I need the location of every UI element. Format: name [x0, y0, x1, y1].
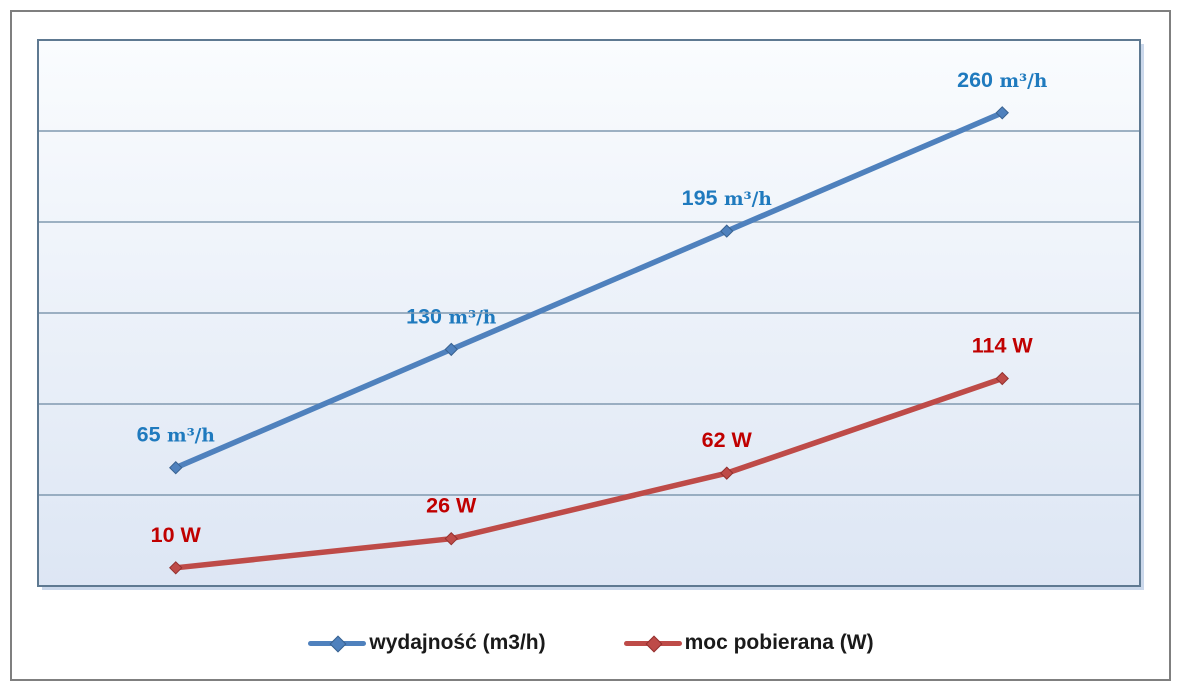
- svg-text:26 W: 26 W: [426, 494, 477, 518]
- legend-line-diamond-marker-icon: [308, 631, 367, 655]
- chart-legend: wydajność (m3/h) moc pobierana (W): [0, 621, 1182, 665]
- svg-text:130 m³/h: 130 m³/h: [406, 304, 497, 328]
- legend-item-wydajnosc: wydajność (m3/h): [308, 631, 546, 655]
- svg-text:260 m³/h: 260 m³/h: [957, 68, 1048, 92]
- svg-text:10 W: 10 W: [151, 523, 202, 547]
- svg-text:62 W: 62 W: [702, 428, 753, 452]
- legend-label-moc-pobierana: moc pobierana (W): [684, 631, 874, 654]
- legend-item-moc-pobierana: moc pobierana (W): [623, 631, 874, 655]
- legend-line-diamond-marker-icon: [623, 631, 682, 655]
- legend-label-wydajnosc: wydajność (m3/h): [369, 631, 546, 654]
- svg-text:195 m³/h: 195 m³/h: [682, 186, 773, 210]
- svg-text:65 m³/h: 65 m³/h: [137, 423, 216, 447]
- svg-text:114 W: 114 W: [972, 334, 1034, 358]
